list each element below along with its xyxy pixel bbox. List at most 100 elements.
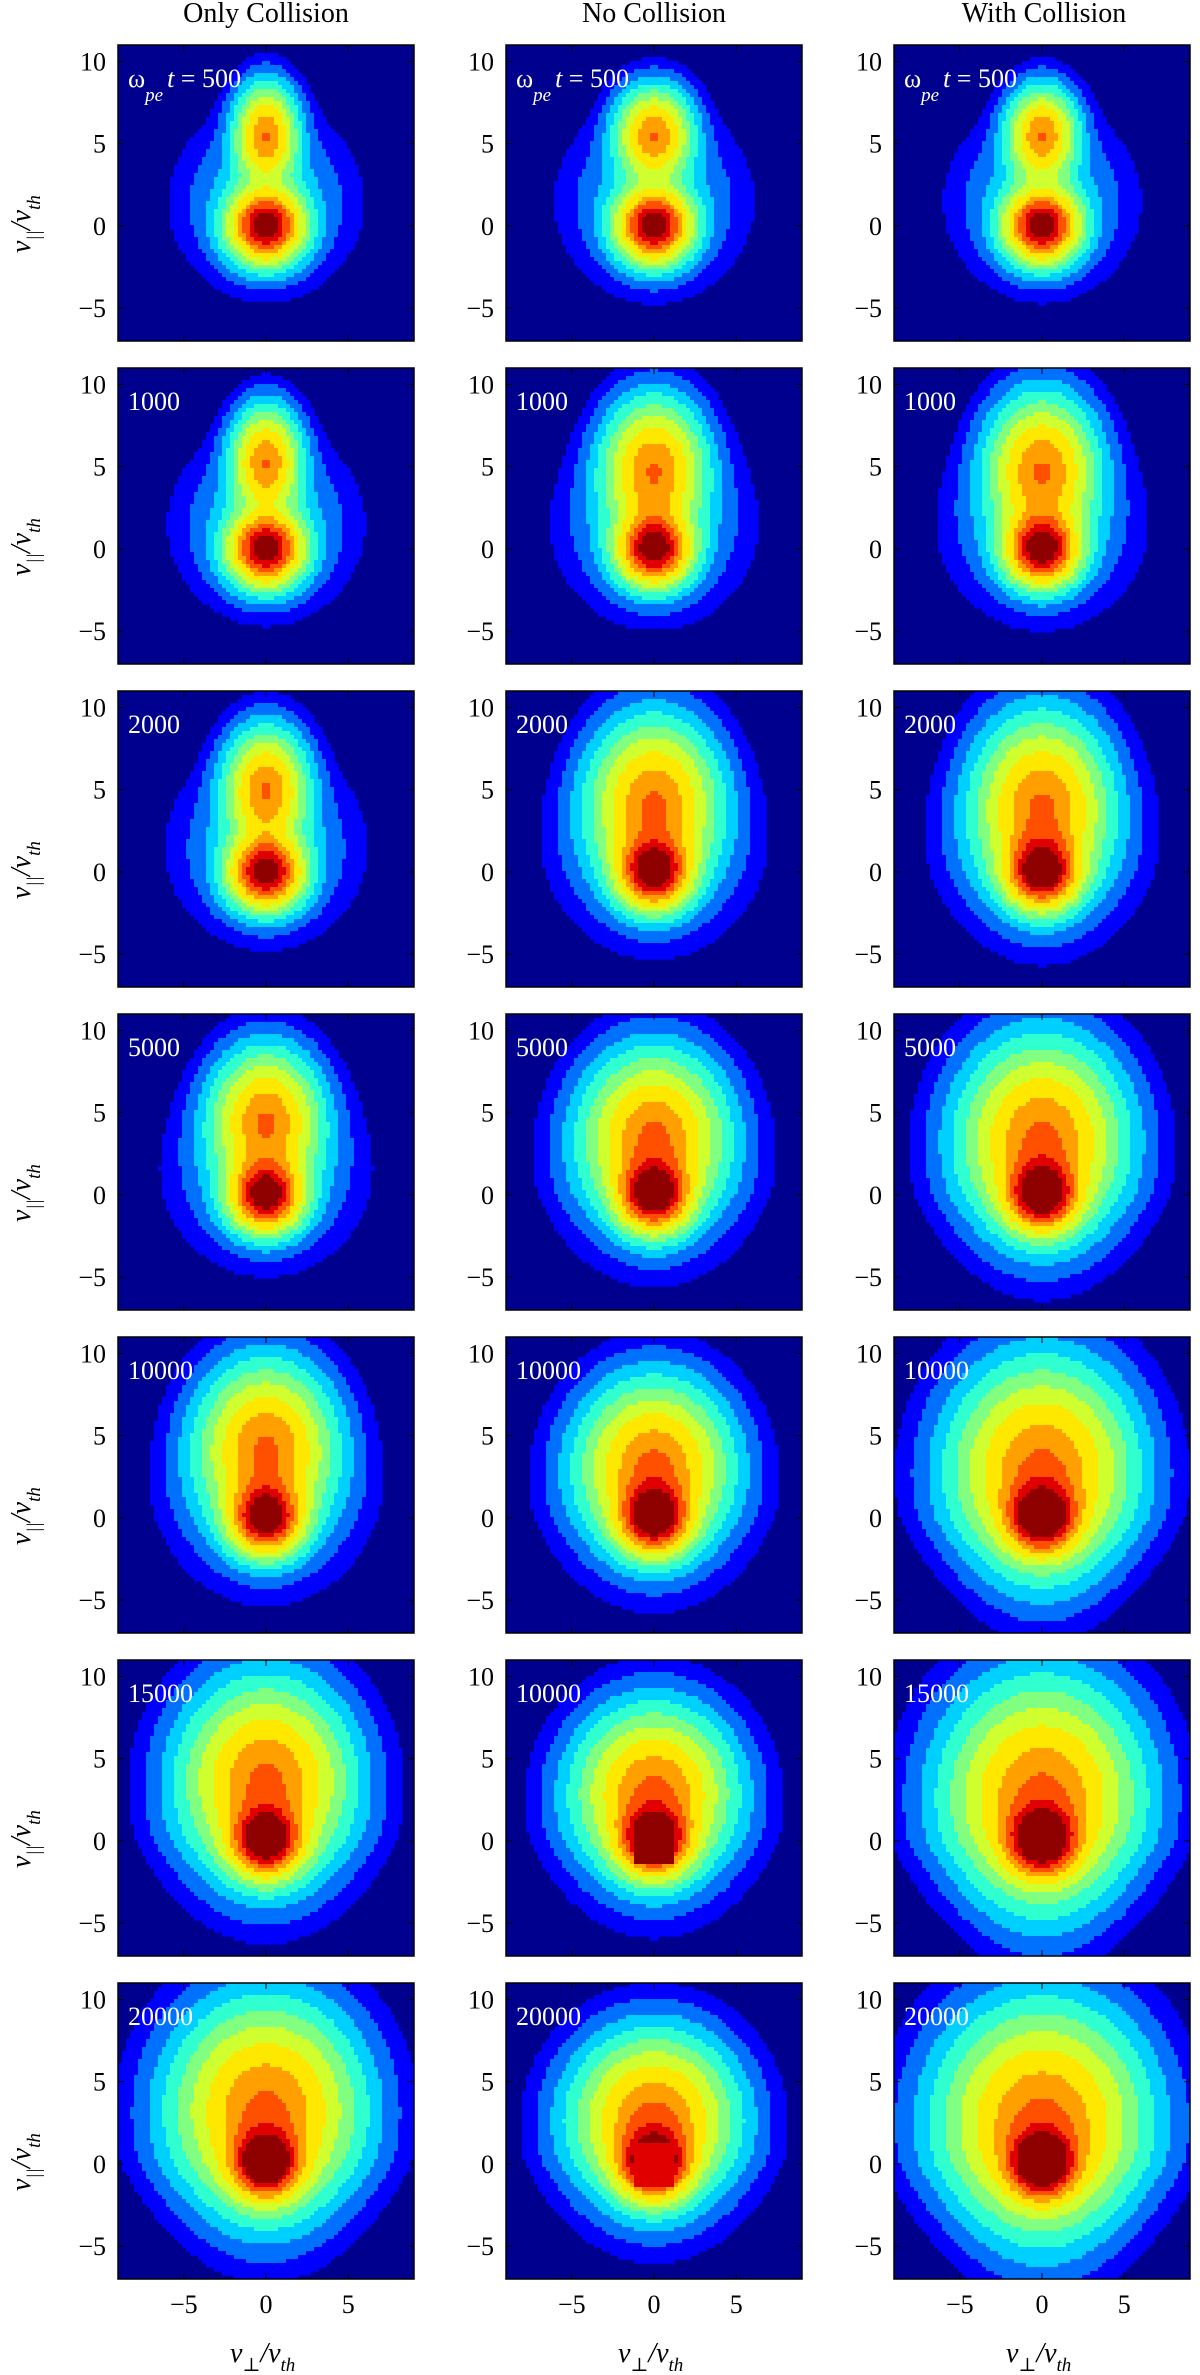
time-label: 1000 bbox=[128, 387, 180, 416]
x-tick-label: 0 bbox=[648, 2290, 661, 2319]
y-axis-label: v||/vth bbox=[6, 518, 45, 576]
x-tick-label: −5 bbox=[558, 2290, 586, 2319]
y-tick-label: −5 bbox=[854, 2232, 882, 2261]
y-tick-label: −5 bbox=[466, 617, 494, 646]
column-title-with-collision: With Collision bbox=[962, 0, 1127, 29]
y-tick-label: −5 bbox=[854, 617, 882, 646]
time-label: 2000 bbox=[516, 710, 568, 739]
y-axis-label: v||/vth bbox=[6, 195, 45, 253]
y-tick-label: 5 bbox=[93, 453, 106, 482]
time-label: 15000 bbox=[904, 1679, 969, 1708]
x-axis-label: v⊥/vth bbox=[230, 2338, 295, 2375]
time-label: 1000 bbox=[516, 387, 568, 416]
y-tick-label: 0 bbox=[93, 1827, 106, 1856]
y-axis-label: v||/vth bbox=[6, 1810, 45, 1868]
y-tick-label: 5 bbox=[93, 1745, 106, 1774]
contour-cells bbox=[938, 368, 1147, 633]
time-label: 15000 bbox=[128, 1679, 193, 1708]
y-tick-label: 10 bbox=[468, 1662, 494, 1691]
y-tick-label: 10 bbox=[468, 1985, 494, 2014]
time-label: 10000 bbox=[516, 1679, 581, 1708]
y-tick-label: −5 bbox=[854, 940, 882, 969]
x-tick-label: −5 bbox=[946, 2290, 974, 2319]
y-tick-label: −5 bbox=[78, 2232, 106, 2261]
y-tick-label: 5 bbox=[869, 2068, 882, 2097]
y-tick-label: 0 bbox=[481, 1181, 494, 1210]
y-tick-label: 5 bbox=[481, 1745, 494, 1774]
time-label: 5000 bbox=[516, 1033, 568, 1062]
time-label: 2000 bbox=[128, 710, 180, 739]
contour-panel-5-1: 10 5 0 −5 10000 bbox=[466, 1660, 802, 1956]
y-tick-label: 0 bbox=[93, 535, 106, 564]
y-tick-label: −5 bbox=[78, 1263, 106, 1292]
y-tick-label: 0 bbox=[869, 2150, 882, 2179]
y-tick-label: −5 bbox=[466, 1909, 494, 1938]
y-tick-label: 5 bbox=[869, 1099, 882, 1128]
x-tick-label: 5 bbox=[342, 2290, 355, 2319]
y-tick-label: 0 bbox=[481, 212, 494, 241]
y-tick-label: 5 bbox=[481, 1422, 494, 1451]
y-tick-label: 10 bbox=[80, 1339, 106, 1368]
y-tick-label: 5 bbox=[481, 130, 494, 159]
y-tick-label: 10 bbox=[468, 370, 494, 399]
y-tick-label: 0 bbox=[869, 858, 882, 887]
y-tick-label: 5 bbox=[93, 1099, 106, 1128]
y-tick-label: −5 bbox=[78, 1586, 106, 1615]
y-tick-label: 5 bbox=[481, 2068, 494, 2097]
y-tick-label: −5 bbox=[854, 1586, 882, 1615]
y-tick-label: 0 bbox=[93, 212, 106, 241]
y-tick-label: 5 bbox=[93, 1422, 106, 1451]
y-tick-label: 10 bbox=[468, 1016, 494, 1045]
time-label: 2000 bbox=[904, 710, 956, 739]
time-label: 5000 bbox=[128, 1033, 180, 1062]
y-axis-label: v||/vth bbox=[6, 2133, 45, 2191]
y-tick-label: 5 bbox=[869, 1422, 882, 1451]
y-tick-label: −5 bbox=[854, 1909, 882, 1938]
y-tick-label: 0 bbox=[869, 1827, 882, 1856]
y-tick-label: 10 bbox=[856, 47, 882, 76]
y-tick-label: 10 bbox=[856, 370, 882, 399]
y-tick-label: 10 bbox=[468, 693, 494, 722]
column-title-only-collision: Only Collision bbox=[183, 0, 349, 29]
y-tick-label: 10 bbox=[80, 1016, 106, 1045]
x-tick-label: 5 bbox=[1118, 2290, 1131, 2319]
y-tick-label: 10 bbox=[80, 1662, 106, 1691]
y-axis-label: v||/vth bbox=[6, 1487, 45, 1545]
y-tick-label: 0 bbox=[93, 1504, 106, 1533]
x-tick-label: 5 bbox=[730, 2290, 743, 2319]
y-tick-label: 5 bbox=[869, 1745, 882, 1774]
y-tick-label: 5 bbox=[869, 776, 882, 805]
y-tick-label: 10 bbox=[856, 1016, 882, 1045]
time-label: 10000 bbox=[516, 1356, 581, 1385]
y-tick-label: 10 bbox=[468, 1339, 494, 1368]
y-tick-label: 0 bbox=[869, 1181, 882, 1210]
y-tick-label: 0 bbox=[481, 858, 494, 887]
y-tick-label: 5 bbox=[481, 1099, 494, 1128]
y-tick-label: 0 bbox=[93, 2150, 106, 2179]
time-label: 20000 bbox=[128, 2002, 193, 2031]
contour-panel-2-2: 10 5 0 −5 2000 bbox=[854, 691, 1190, 987]
x-axis-label: v⊥/vth bbox=[618, 2338, 683, 2375]
y-tick-label: 0 bbox=[93, 858, 106, 887]
y-tick-label: 5 bbox=[481, 453, 494, 482]
y-tick-label: 0 bbox=[481, 535, 494, 564]
y-tick-label: −5 bbox=[78, 294, 106, 323]
column-titles: Only Collision No Collision With Collisi… bbox=[183, 0, 1126, 29]
y-tick-label: −5 bbox=[78, 1909, 106, 1938]
time-label: 10000 bbox=[904, 1356, 969, 1385]
time-label: 20000 bbox=[516, 2002, 581, 2031]
y-tick-label: −5 bbox=[466, 1586, 494, 1615]
y-tick-label: 0 bbox=[481, 1827, 494, 1856]
y-tick-label: 10 bbox=[856, 693, 882, 722]
